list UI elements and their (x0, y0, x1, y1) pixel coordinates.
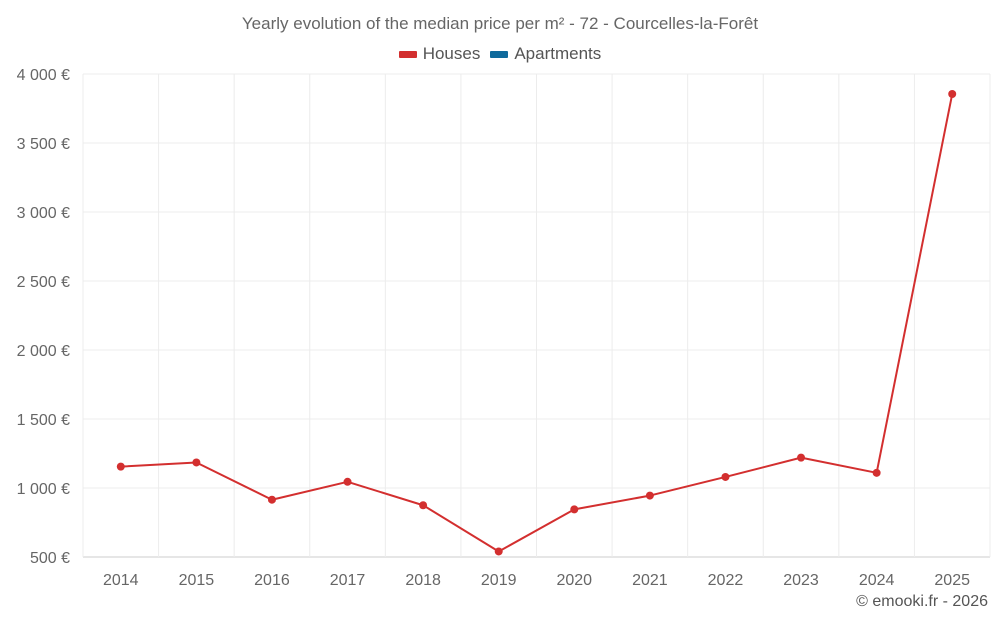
y-tick-label: 2 500 € (17, 274, 70, 291)
y-tick-label: 1 500 € (17, 412, 70, 429)
legend-swatch-apartments (490, 50, 509, 58)
y-tick-label: 2 000 € (17, 343, 70, 360)
y-tick-label: 500 € (30, 550, 70, 567)
x-tick-label: 2023 (783, 572, 819, 589)
data-point-houses (267, 495, 276, 504)
chart-title: Yearly evolution of the median price per… (241, 14, 759, 33)
data-point-houses (494, 547, 503, 556)
data-point-houses (721, 472, 730, 481)
credit-text: © emooki.fr - 2026 (856, 593, 988, 610)
data-point-houses (116, 462, 125, 471)
y-tick-label: 1 000 € (17, 481, 70, 498)
legend-swatch-houses (398, 50, 417, 58)
x-tick-label: 2021 (632, 572, 668, 589)
x-tick-label: 2015 (179, 572, 215, 589)
y-tick-label: 4 000 € (17, 67, 70, 84)
data-point-houses (419, 501, 428, 510)
data-point-houses (343, 477, 352, 486)
y-tick-label: 3 500 € (17, 136, 70, 153)
y-tick-label: 3 000 € (17, 205, 70, 222)
x-tick-label: 2014 (103, 572, 139, 589)
x-tick-label: 2022 (708, 572, 744, 589)
x-tick-label: 2017 (330, 572, 366, 589)
legend-label-apartments: Apartments (514, 44, 602, 63)
x-tick-label: 2018 (405, 572, 441, 589)
legend: Houses Apartments (0, 44, 1000, 64)
data-point-houses (948, 90, 957, 99)
data-point-houses (192, 458, 201, 467)
x-tick-label: 2020 (556, 572, 592, 589)
x-tick-label: 2024 (859, 572, 895, 589)
x-tick-label: 2025 (934, 572, 970, 589)
x-tick-label: 2019 (481, 572, 517, 589)
x-tick-label: 2016 (254, 572, 290, 589)
data-point-houses (645, 491, 654, 500)
series-line-houses (120, 93, 954, 553)
legend-item-houses[interactable]: Houses (398, 44, 481, 64)
legend-item-apartments[interactable]: Apartments (490, 44, 601, 64)
data-point-houses (797, 453, 806, 462)
legend-label-houses: Houses (422, 44, 481, 63)
data-point-houses (872, 468, 881, 477)
data-point-houses (570, 505, 579, 514)
